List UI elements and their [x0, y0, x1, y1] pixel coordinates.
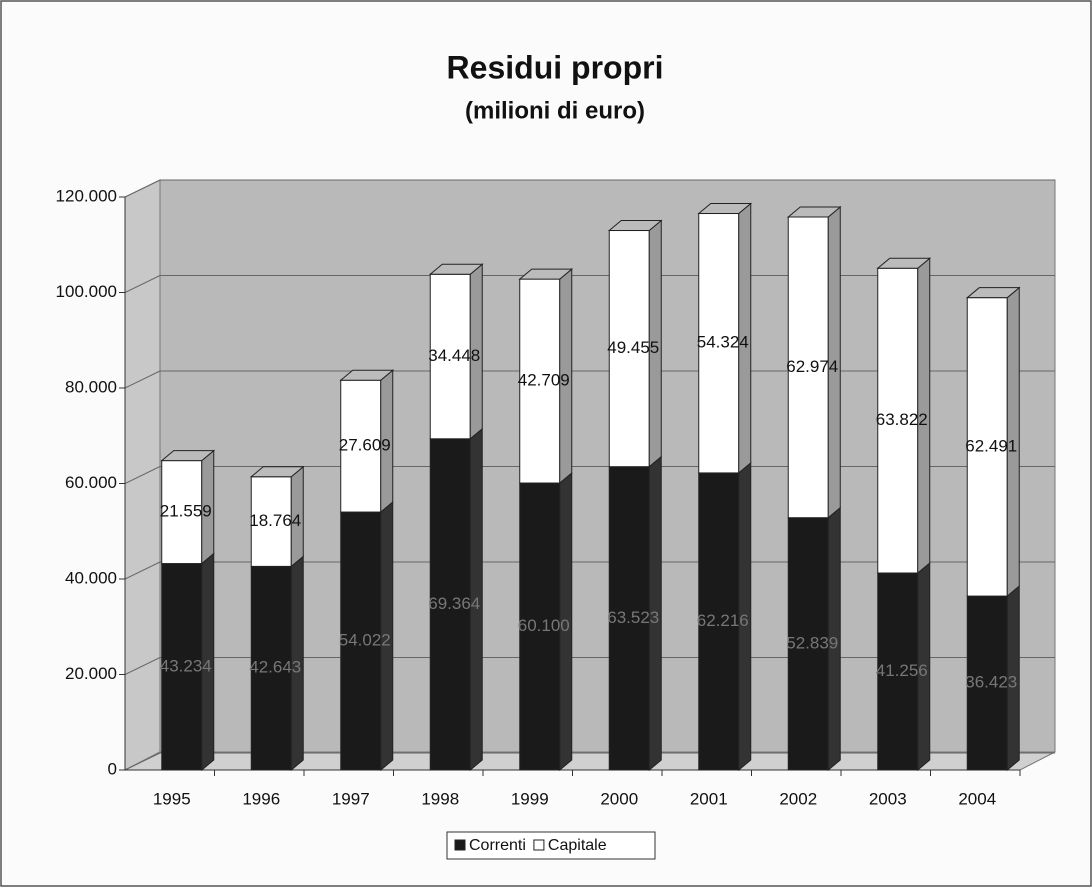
data-label: 21.559: [160, 502, 212, 521]
bar-top: [876, 257, 932, 269]
data-label: 63.822: [876, 410, 928, 429]
bar-top: [518, 268, 574, 280]
bar: [966, 595, 1008, 771]
grid-line-side: [124, 179, 161, 198]
bar: [608, 230, 650, 468]
x-tick-label: 1997: [332, 789, 370, 808]
y-tick-label: 80.000: [65, 377, 117, 396]
bar-top: [160, 450, 216, 462]
bar: [519, 278, 561, 484]
bar-top: [607, 220, 663, 232]
data-label: 54.022: [339, 631, 391, 650]
data-label: 62.974: [786, 357, 838, 376]
data-label: 42.643: [249, 658, 301, 677]
bar: [698, 472, 740, 771]
data-label: 60.100: [518, 616, 570, 635]
data-label: 43.234: [160, 656, 212, 675]
data-label: 52.839: [786, 633, 838, 652]
data-label: 42.709: [518, 371, 570, 390]
y-tick-label: 60.000: [65, 473, 117, 492]
data-label: 69.364: [428, 594, 480, 613]
bar: [519, 482, 561, 771]
data-label: 36.423: [965, 673, 1017, 692]
data-label: 49.455: [607, 338, 659, 357]
grid-line-side: [124, 370, 161, 389]
x-tick-label: 2003: [869, 789, 907, 808]
x-tick-label: 2000: [600, 789, 638, 808]
data-label: 62.491: [965, 436, 1017, 455]
x-tick-label: 2004: [958, 789, 996, 808]
bar: [340, 511, 382, 771]
x-tick-label: 2001: [690, 789, 728, 808]
bar: [161, 563, 203, 771]
bar-top: [428, 263, 484, 275]
bar-top: [697, 203, 753, 215]
legend-swatch: [454, 839, 466, 851]
x-tick-label: 1999: [511, 789, 549, 808]
data-label: 62.216: [697, 611, 749, 630]
data-label: 41.256: [876, 661, 928, 680]
data-label: 18.764: [249, 511, 301, 530]
bar: [340, 379, 382, 513]
x-tick-label: 1995: [153, 789, 191, 808]
bar: [250, 565, 292, 771]
grid-line-side: [124, 466, 161, 484]
y-tick-label: 0: [108, 759, 117, 778]
x-tick-label: 1998: [421, 789, 459, 808]
chart-subtitle: (milioni di euro): [465, 97, 645, 124]
data-label: 54.324: [697, 333, 749, 352]
bar: [877, 267, 919, 574]
grid-line-side: [124, 657, 161, 675]
chart-title: Residui propri: [447, 49, 664, 85]
bar: [429, 438, 471, 771]
data-label: 27.609: [339, 436, 391, 455]
grid-line-side: [124, 561, 161, 580]
bar-top: [249, 466, 305, 478]
x-tick-label: 1996: [242, 789, 280, 808]
legend: Correnti Capitale: [446, 831, 656, 860]
grid-line-side: [124, 275, 161, 293]
legend-box: [446, 831, 656, 860]
bar: [966, 297, 1008, 597]
data-label: 34.448: [428, 346, 480, 365]
y-tick-label: 20.000: [65, 664, 117, 683]
legend-swatch: [533, 839, 545, 851]
grid-line-side: [124, 752, 161, 771]
bar: [787, 517, 829, 771]
bar-top: [965, 287, 1021, 299]
legend-label: Correnti: [469, 837, 526, 854]
y-tick-label: 120.000: [56, 186, 117, 205]
x-tick-label: 2002: [779, 789, 817, 808]
bar: [787, 216, 829, 519]
bar-top: [786, 206, 842, 218]
y-tick-label: 40.000: [65, 568, 117, 587]
data-label: 63.523: [607, 608, 659, 627]
bar: [161, 460, 203, 565]
bar-top: [339, 369, 395, 381]
legend-label: Capitale: [548, 837, 607, 854]
y-tick-label: 100.000: [56, 282, 117, 301]
